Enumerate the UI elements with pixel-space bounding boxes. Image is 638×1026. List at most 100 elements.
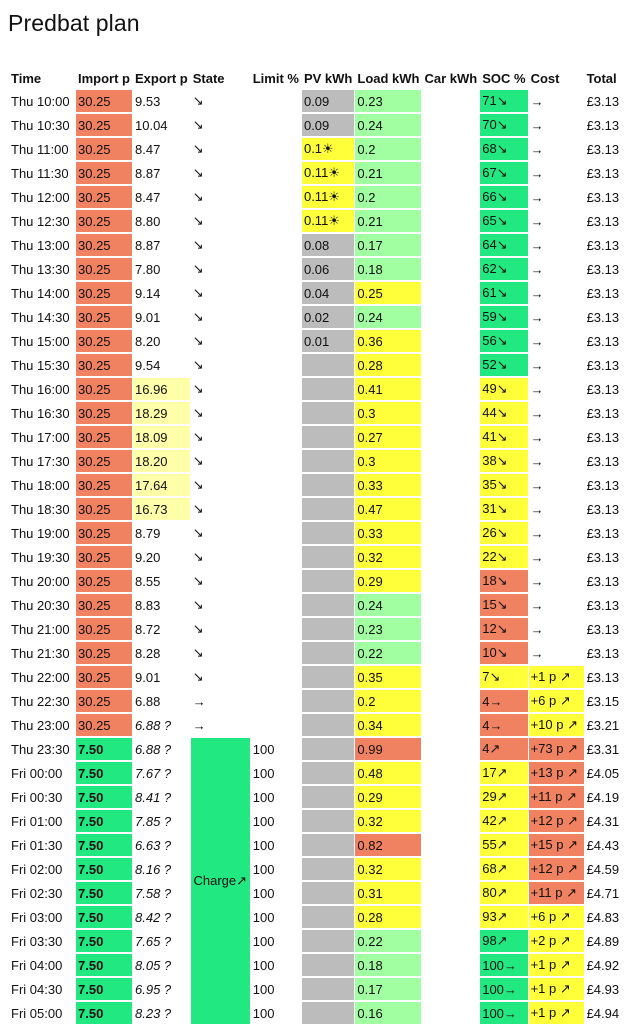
- cell-time: Thu 12:30: [11, 213, 70, 229]
- cell-cost: →: [530, 597, 544, 613]
- cell-car: [422, 522, 479, 544]
- cell-time: Fri 04:00: [11, 957, 63, 973]
- cell-car: [422, 186, 479, 208]
- cell-limit: [251, 642, 301, 664]
- table-row: Thu 18:00 30.25 17.64 ↘ 0.33 35↘ → £3.13: [9, 474, 629, 496]
- cell-import: 30.25: [76, 186, 132, 208]
- cell-pv: [301, 690, 355, 712]
- cell-car: [422, 690, 479, 712]
- cell-total: £3.13: [586, 621, 620, 637]
- cell-time: Thu 21:30: [11, 645, 70, 661]
- cell-time: Thu 17:30: [11, 453, 70, 469]
- cell-car: [422, 642, 479, 664]
- cell-export: 8.05 ?: [135, 957, 172, 973]
- plan-body: Thu 10:00 30.25 9.53 ↘ 0.09 0.23 71↘ → £3.13 Thu …: [9, 90, 629, 1024]
- table-row: Thu 15:30 30.25 9.54 ↘ 0.28 52↘ → £3.13: [9, 354, 629, 376]
- table-row: Thu 13:30 30.25 7.80 ↘ 0.06 0.18 62↘ → £3.13: [9, 258, 629, 280]
- cell-export: 8.23 ?: [135, 1005, 172, 1021]
- cell-car: [422, 810, 479, 832]
- cell-time: Thu 23:30: [11, 741, 70, 757]
- cell-car: [422, 474, 479, 496]
- cell-soc: 12↘: [480, 618, 528, 640]
- cell-import: 30.25: [76, 258, 132, 280]
- cell-load: 0.27: [355, 426, 422, 448]
- cell-limit: 100: [252, 885, 275, 901]
- cell-car: [422, 714, 479, 736]
- cell-export: 6.63 ?: [135, 837, 172, 853]
- cell-export: 8.47: [135, 189, 161, 205]
- cell-state: ↘: [192, 165, 204, 180]
- cell-pv: [301, 882, 355, 904]
- cell-time: Fri 03:00: [11, 909, 63, 925]
- cell-soc: 22↘: [480, 546, 528, 568]
- cell-soc: 55↗: [480, 834, 528, 856]
- cell-import: 7.50: [76, 834, 132, 856]
- cell-load: 0.32: [355, 546, 422, 568]
- cell-cost: →: [530, 573, 544, 589]
- cell-import: 30.25: [76, 426, 132, 448]
- cell-export: 8.87: [135, 165, 161, 181]
- cell-time: Thu 10:30: [11, 117, 70, 133]
- cell-export: 8.20: [135, 333, 161, 349]
- cell-import: 30.25: [76, 546, 132, 568]
- cell-pv: 0.04: [301, 282, 355, 304]
- cell-total: £3.13: [586, 165, 620, 181]
- cell-cost: →: [530, 405, 544, 421]
- cell-load: 0.21: [355, 210, 422, 232]
- cell-import: 30.25: [76, 618, 132, 640]
- cell-limit: [251, 162, 301, 184]
- cell-export: 8.47: [135, 141, 161, 157]
- cell-limit: [251, 450, 301, 472]
- cell-load: 0.41: [355, 378, 422, 400]
- cell-total: £4.89: [586, 933, 620, 949]
- header-cost: Cost: [530, 70, 560, 86]
- cell-limit: [251, 546, 301, 568]
- cell-cost: +6 p ↗: [528, 690, 584, 712]
- cell-soc: 41↘: [480, 426, 528, 448]
- cell-import: 30.25: [76, 570, 132, 592]
- cell-cost: +1 p ↗: [528, 1002, 584, 1024]
- cell-export: 6.95 ?: [135, 981, 172, 997]
- cell-cost: →: [530, 621, 544, 637]
- cell-time: Thu 16:00: [11, 381, 70, 397]
- cell-export: 8.80: [135, 213, 161, 229]
- cell-load: 0.28: [355, 906, 422, 928]
- cell-load: 0.2: [355, 690, 422, 712]
- cell-limit: [251, 666, 301, 688]
- cell-cost: +1 p ↗: [528, 954, 584, 976]
- cell-time: Thu 13:00: [11, 237, 70, 253]
- cell-state: ↘: [192, 597, 204, 612]
- table-row: Thu 23:00 30.25 6.88 ? → 0.34 4→ +10 p ↗ £3.21: [9, 714, 629, 736]
- cell-car: [422, 306, 479, 328]
- cell-export: 16.96: [133, 378, 190, 400]
- cell-total: £3.13: [586, 501, 620, 517]
- cell-soc: 26↘: [480, 522, 528, 544]
- cell-cost: →: [530, 237, 544, 253]
- cell-pv: 0.11☀: [301, 186, 355, 208]
- cell-limit: [251, 690, 301, 712]
- cell-soc: 10↘: [480, 642, 528, 664]
- cell-car: [422, 738, 479, 760]
- cell-total: £3.13: [586, 429, 620, 445]
- cell-limit: [251, 114, 301, 136]
- cell-car: [422, 354, 479, 376]
- cell-load: 0.29: [355, 786, 422, 808]
- table-row: Thu 22:30 30.25 6.88 → 0.2 4→ +6 p ↗ £3.15: [9, 690, 629, 712]
- table-row: Fri 03:30 7.50 7.65 ? 100 0.22 98↗ +2 p ↗ £4.89: [9, 930, 629, 952]
- cell-time: Fri 01:30: [11, 837, 63, 853]
- cell-cost: →: [530, 117, 544, 133]
- cell-total: £3.13: [586, 573, 620, 589]
- cell-car: [422, 954, 479, 976]
- cell-pv: [301, 834, 355, 856]
- cell-export: 7.85 ?: [135, 813, 172, 829]
- cell-cost: →: [530, 333, 544, 349]
- header-time: Time: [11, 70, 42, 86]
- cell-total: £3.13: [586, 669, 620, 685]
- cell-car: [422, 258, 479, 280]
- cell-limit: [251, 258, 301, 280]
- cell-import: 7.50: [76, 978, 132, 1000]
- table-row: Thu 15:00 30.25 8.20 ↘ 0.01 0.36 56↘ → £3.13: [9, 330, 629, 352]
- cell-pv: [301, 570, 355, 592]
- cell-pv: 0.06: [301, 258, 355, 280]
- cell-load: 0.3: [355, 450, 422, 472]
